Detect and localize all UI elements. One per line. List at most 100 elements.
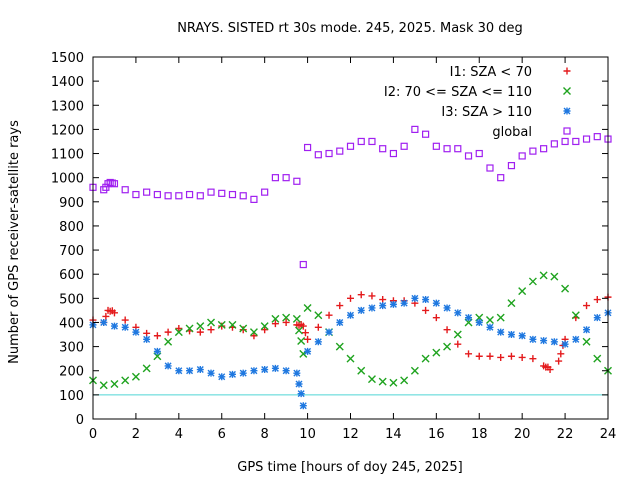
data-point — [297, 390, 305, 398]
legend-marker — [563, 87, 571, 95]
x-tick-label: 12 — [342, 427, 359, 442]
data-point — [314, 338, 322, 346]
data-point — [239, 326, 247, 334]
x-tick-label: 2 — [132, 427, 140, 442]
y-tick-label: 1000 — [51, 172, 84, 187]
data-point — [217, 320, 226, 329]
data-point — [454, 145, 462, 153]
data-point — [175, 325, 183, 332]
data-point — [421, 354, 430, 363]
data-point — [561, 340, 569, 348]
data-point — [539, 271, 548, 280]
data-point — [389, 149, 398, 158]
data-point — [518, 287, 527, 296]
data-point — [411, 294, 419, 302]
data-point — [106, 178, 114, 187]
data-point — [239, 369, 247, 377]
data-point — [411, 125, 419, 134]
data-point — [582, 135, 591, 143]
data-point — [102, 312, 110, 320]
data-point — [583, 326, 591, 334]
data-point — [185, 190, 194, 199]
y-tick-label: 1500 — [51, 51, 84, 66]
data-point — [293, 177, 301, 185]
x-axis-label: GPS time [hours of doy 245, 2025] — [237, 460, 462, 475]
data-point — [389, 300, 397, 308]
data-point — [207, 318, 216, 327]
data-point — [102, 183, 110, 191]
data-point — [432, 348, 441, 357]
data-point — [295, 380, 303, 388]
data-point — [121, 316, 129, 324]
data-point — [110, 309, 118, 317]
data-point — [443, 342, 452, 351]
data-point — [299, 260, 307, 269]
data-point — [108, 179, 116, 187]
data-point — [164, 362, 172, 370]
series-4 — [89, 125, 612, 269]
data-point — [550, 338, 558, 346]
data-point — [557, 350, 565, 358]
y-tick-label: 700 — [59, 244, 84, 259]
data-point — [218, 322, 226, 330]
data-point — [196, 328, 204, 336]
data-point — [572, 335, 580, 343]
data-point — [325, 311, 333, 319]
data-point — [379, 145, 387, 153]
data-point — [304, 335, 312, 343]
legend: I1: SZA < 70 I2: 70 <= SZA <= 110 I3: SZA … — [384, 65, 571, 140]
data-point — [529, 355, 537, 363]
data-point — [143, 335, 151, 343]
data-point — [518, 152, 526, 160]
data-point — [132, 190, 140, 199]
data-point — [100, 318, 108, 326]
data-point — [540, 337, 548, 345]
data-point — [228, 370, 236, 378]
data-point — [282, 318, 290, 326]
data-point — [347, 311, 354, 319]
y-tick-label: 800 — [59, 220, 84, 235]
data-point — [143, 329, 151, 337]
data-point — [357, 291, 365, 299]
data-point — [400, 376, 409, 385]
data-point — [218, 373, 226, 381]
data-point — [185, 324, 194, 333]
data-point — [325, 328, 333, 336]
legend-label: I1: SZA < 70 — [450, 65, 532, 80]
data-point — [528, 277, 537, 286]
data-point — [143, 188, 151, 196]
data-point — [153, 190, 161, 199]
data-point — [368, 137, 376, 146]
data-point — [496, 313, 505, 322]
legend-marker — [563, 107, 571, 115]
y-tick-label: 1100 — [51, 148, 84, 163]
data-point — [121, 376, 130, 385]
data-point — [486, 323, 494, 331]
y-tick-label: 500 — [59, 292, 84, 307]
data-point — [432, 142, 440, 150]
data-point — [368, 304, 376, 312]
data-point — [357, 137, 365, 146]
data-point — [174, 328, 183, 337]
data-point — [550, 140, 558, 148]
data-point — [153, 332, 161, 340]
data-point — [110, 180, 119, 188]
data-point — [464, 152, 473, 160]
data-point — [196, 322, 205, 331]
data-point — [379, 296, 387, 304]
y-tick-label: 100 — [59, 389, 84, 404]
data-point — [529, 147, 537, 155]
data-point — [99, 381, 108, 390]
data-point — [593, 314, 601, 322]
legend-marker — [563, 67, 571, 75]
data-point — [367, 375, 376, 384]
data-point — [271, 320, 279, 328]
data-point — [175, 367, 183, 375]
x-tick-label: 10 — [299, 427, 316, 442]
data-point — [260, 322, 269, 331]
data-point — [443, 326, 451, 334]
data-point — [301, 329, 309, 337]
data-point — [142, 364, 151, 373]
data-point — [507, 331, 515, 339]
